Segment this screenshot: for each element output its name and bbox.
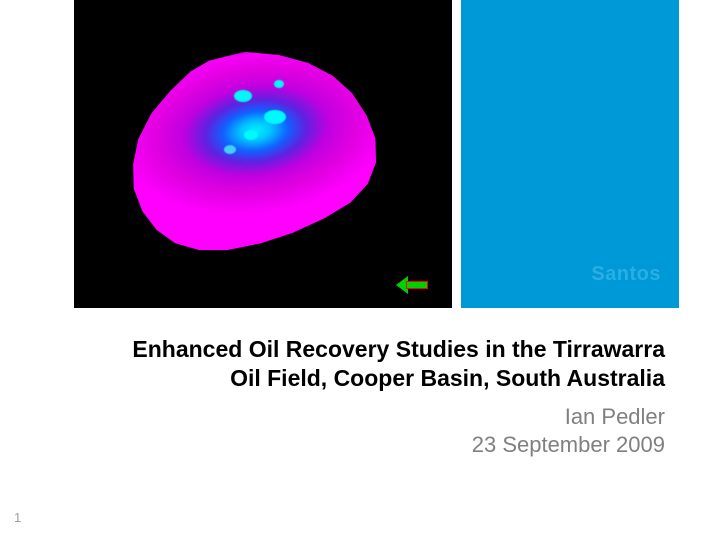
page-number: 1 — [14, 510, 21, 525]
presentation-date: 23 September 2009 — [60, 431, 665, 460]
brand-watermark: Santos — [591, 263, 661, 286]
header-panels: Santos — [0, 0, 719, 308]
author-name: Ian Pedler — [60, 403, 665, 432]
geomodel-render — [114, 30, 414, 260]
north-arrow-icon — [396, 276, 430, 294]
brand-panel: Santos — [461, 0, 679, 308]
slide-title: Enhanced Oil Recovery Studies in the Tir… — [60, 335, 665, 393]
title-line-2: Oil Field, Cooper Basin, South Australia — [230, 365, 665, 391]
title-block: Enhanced Oil Recovery Studies in the Tir… — [60, 335, 665, 460]
title-line-1: Enhanced Oil Recovery Studies in the Tir… — [132, 336, 665, 362]
geomodel-visualization-panel — [74, 0, 452, 308]
